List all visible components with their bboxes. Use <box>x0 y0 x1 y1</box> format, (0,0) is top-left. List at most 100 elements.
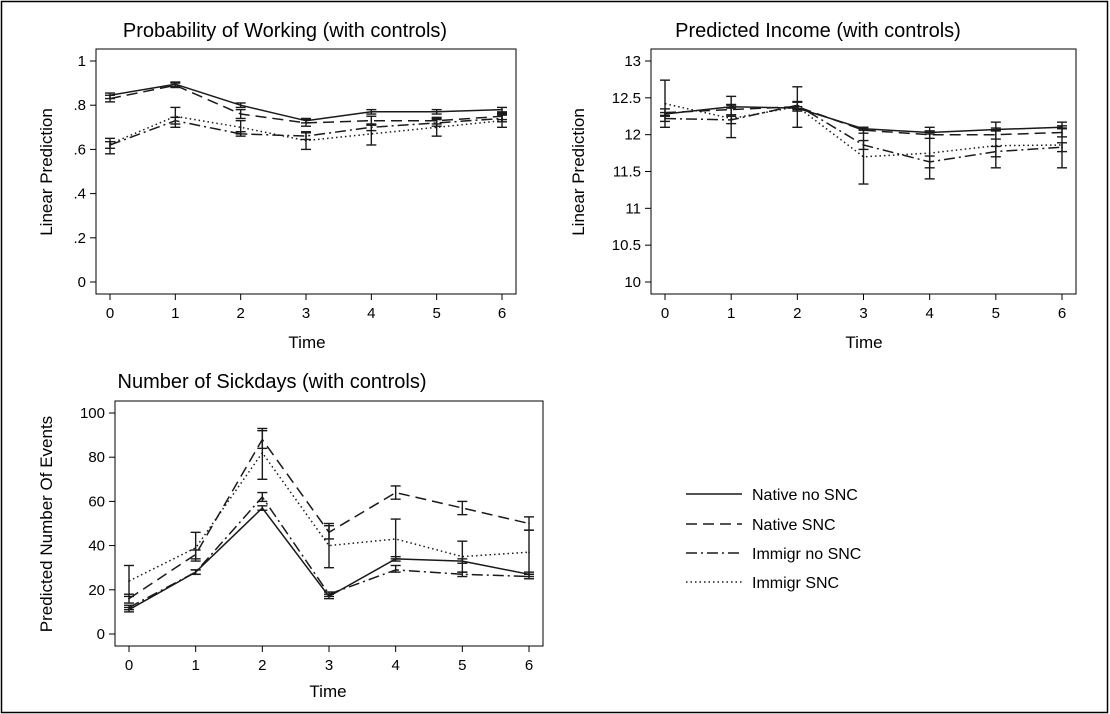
legend-item: Native SNC <box>686 517 836 534</box>
data-point <box>239 126 242 129</box>
legend-label: Native no SNC <box>752 487 858 504</box>
y-tick-label: 11.5 <box>613 164 641 181</box>
y-tick-label: .6 <box>73 141 86 158</box>
y-tick-label: 13 <box>624 53 641 70</box>
data-point <box>730 117 732 120</box>
x-tick-label: 5 <box>432 305 440 322</box>
data-point <box>1061 144 1063 146</box>
x-tick-label: 0 <box>661 305 669 322</box>
y-tick-label: 0 <box>97 626 105 643</box>
x-tick-label: 6 <box>1058 305 1066 322</box>
legend-label: Native SNC <box>752 517 836 534</box>
data-point <box>394 569 397 571</box>
legend-item: Native no SNC <box>686 487 858 504</box>
x-tick-label: 0 <box>125 657 133 674</box>
data-point <box>194 571 197 573</box>
y-tick-label: 100 <box>80 405 105 422</box>
y-tick-label: 60 <box>88 493 105 510</box>
x-tick-label: 3 <box>302 305 310 322</box>
y-tick-label: 10.5 <box>612 237 641 254</box>
y-tick-label: 11 <box>625 200 641 217</box>
x-tick-label: 3 <box>325 657 333 674</box>
chart-panel-probability-of-working: Probability of Working (with controls) T… <box>37 20 517 352</box>
data-point <box>435 111 438 113</box>
data-point <box>501 108 503 111</box>
data-point <box>305 122 307 124</box>
x-tick-label: 4 <box>391 657 399 674</box>
x-tick-label: 0 <box>106 305 114 322</box>
x-tick-label: 4 <box>925 305 933 322</box>
chart-panel-predicted-income: Predicted Income (with controls) Time Li… <box>569 20 1077 352</box>
x-axis-label: Time <box>309 682 346 701</box>
x-tick-label: 4 <box>367 305 375 322</box>
x-tick-label: 1 <box>191 657 199 674</box>
data-point <box>239 104 242 106</box>
x-tick-label: 1 <box>727 305 735 322</box>
legend-item: Immigr SNC <box>686 575 839 592</box>
x-tick-label: 3 <box>859 305 867 322</box>
data-point <box>239 113 242 115</box>
y-axis-label: Predicted Number Of Events <box>37 416 56 632</box>
y-tick-label: 80 <box>88 449 105 466</box>
y-tick-label: 0 <box>78 274 86 291</box>
data-point <box>528 551 530 554</box>
data-point <box>128 580 130 582</box>
data-point <box>461 507 464 509</box>
data-point <box>261 507 264 509</box>
data-point <box>461 555 464 558</box>
data-point <box>664 102 666 105</box>
x-tick-label: 2 <box>236 305 244 322</box>
data-point <box>128 597 130 600</box>
x-tick-label: 6 <box>498 305 506 322</box>
data-point <box>501 119 503 122</box>
legend-label: Immigr SNC <box>752 575 839 592</box>
y-tick-label: .4 <box>73 186 86 203</box>
chart-title: Probability of Working (with controls) <box>123 20 447 42</box>
x-axis-label: Time <box>845 333 882 352</box>
data-point <box>370 119 373 122</box>
data-point <box>928 152 931 154</box>
data-point <box>528 522 530 525</box>
x-tick-label: 2 <box>793 305 801 322</box>
data-point <box>328 593 330 596</box>
y-tick-label: 12.5 <box>612 90 641 107</box>
series-immigr-snc <box>660 79 1067 185</box>
legend-item: Immigr no SNC <box>686 546 861 563</box>
chart-title: Predicted Income (with controls) <box>675 20 961 42</box>
series-immigr-no-snc <box>124 491 534 611</box>
data-point <box>435 126 438 129</box>
y-tick-label: 10 <box>624 274 641 291</box>
y-axis-label: Linear Prediction <box>37 108 56 236</box>
data-point <box>796 105 799 108</box>
x-tick-label: 6 <box>525 657 533 674</box>
chart-title: Number of Sickdays (with controls) <box>118 371 427 393</box>
y-axis-label: Linear Prediction <box>569 108 588 236</box>
data-point <box>128 606 130 609</box>
y-tick-label: 40 <box>88 538 105 555</box>
x-tick-label: 5 <box>992 305 1000 322</box>
series-immigr-snc <box>105 106 507 155</box>
data-point <box>328 544 330 547</box>
data-point <box>261 496 264 498</box>
y-tick-label: 12 <box>624 127 641 144</box>
chart-panel-number-of-sickdays: Number of Sickdays (with controls) Time … <box>37 371 544 701</box>
data-point <box>261 451 264 454</box>
data-point <box>528 575 530 578</box>
legend: Native no SNC Native SNC Immigr no SNC I… <box>686 487 861 592</box>
series-immigr-snc <box>124 427 534 598</box>
x-tick-label: 1 <box>171 305 179 322</box>
y-tick-label: 20 <box>88 582 105 599</box>
data-point <box>370 111 373 113</box>
data-point <box>305 139 307 142</box>
y-tick-label: 1 <box>78 53 86 70</box>
y-tick-label: .2 <box>73 230 86 247</box>
data-point <box>394 491 397 494</box>
data-point <box>394 538 397 540</box>
data-point <box>995 144 997 147</box>
data-point <box>194 547 197 549</box>
data-point <box>174 84 177 87</box>
legend-label: Immigr no SNC <box>752 546 861 563</box>
data-point <box>109 97 111 100</box>
